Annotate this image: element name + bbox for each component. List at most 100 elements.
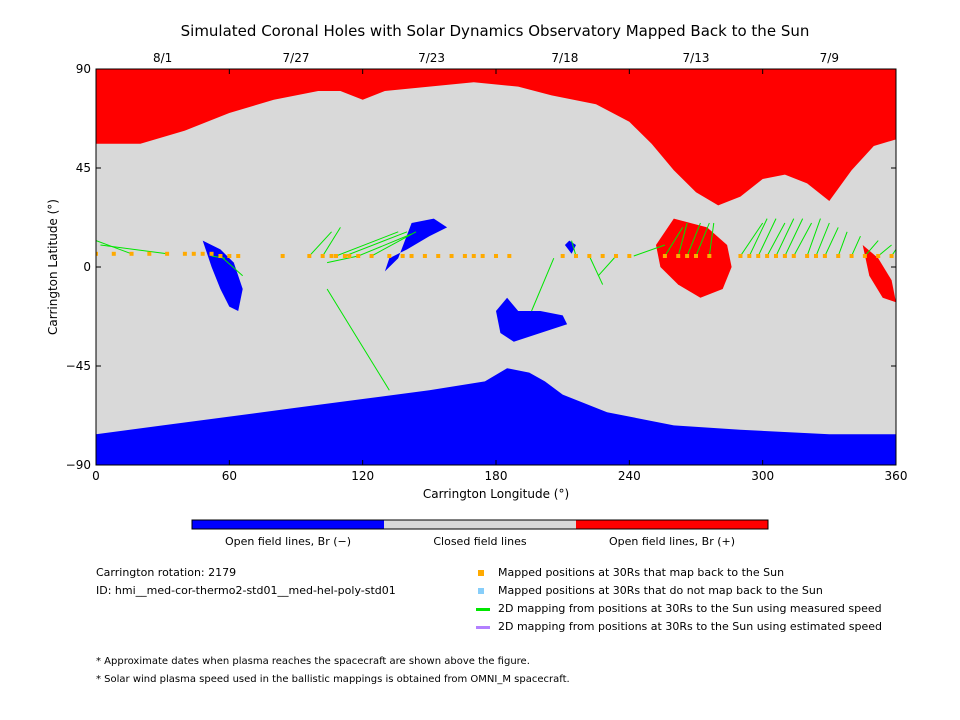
mapped-position-marker bbox=[422, 254, 427, 258]
measured-mapping-line bbox=[531, 258, 555, 312]
top-date-labels: 8/1 7/27 7/23 7/18 7/13 7/9 bbox=[153, 51, 839, 65]
measured-mapping-line bbox=[775, 218, 795, 257]
mapped-position-marker bbox=[236, 254, 241, 258]
mapped-position-marker bbox=[805, 254, 810, 258]
mapped-position-marker bbox=[747, 254, 752, 258]
mapped-position-marker bbox=[409, 254, 414, 258]
mapped-position-marker bbox=[329, 254, 334, 258]
note-dates: * Approximate dates when plasma reaches … bbox=[96, 656, 530, 667]
measured-mapping-line bbox=[740, 222, 764, 257]
mapped-position-marker bbox=[876, 254, 881, 258]
measured-mapping-line bbox=[344, 231, 408, 257]
colorbar-label-closed: Closed field lines bbox=[433, 535, 527, 548]
top-date-label: 7/9 bbox=[820, 51, 839, 65]
measured-mapping-line bbox=[793, 222, 812, 257]
mapped-position-marker bbox=[600, 254, 605, 258]
mapped-position-marker bbox=[436, 254, 441, 258]
measured-mapping-line bbox=[815, 222, 830, 257]
mapped-position-marker bbox=[738, 254, 743, 258]
mapped-position-marker bbox=[791, 254, 796, 258]
north-open-positive-region bbox=[96, 69, 896, 206]
colorbar: Open field lines, Br (−) Closed field li… bbox=[191, 519, 769, 548]
measured-mapping-line bbox=[571, 240, 577, 257]
mapped-position-marker bbox=[507, 254, 512, 258]
measured-mapping-line bbox=[633, 244, 666, 257]
measured-mapping-line bbox=[766, 222, 786, 257]
negative-patch-0 bbox=[202, 240, 243, 311]
measured-mapping-line bbox=[308, 231, 332, 257]
positive-patch-1 bbox=[862, 245, 896, 303]
mapped-position-marker bbox=[165, 251, 170, 256]
mapped-position-marker bbox=[494, 254, 498, 258]
x-tick-label: 360 bbox=[885, 469, 908, 483]
mapped-position-marker bbox=[574, 254, 578, 258]
measured-mapping-line bbox=[748, 218, 768, 257]
mapped-position-marker bbox=[320, 254, 325, 258]
mapped-position-marker bbox=[756, 254, 761, 258]
mapped-position-marker bbox=[480, 254, 485, 258]
colorbar-open-positive bbox=[576, 520, 768, 529]
not-mapped-marker-swatch bbox=[478, 588, 484, 594]
south-open-negative-region bbox=[96, 368, 896, 465]
measured-mapping-line bbox=[326, 288, 390, 391]
carrington-rotation: Carrington rotation: 2179 bbox=[96, 566, 237, 579]
mapped-position-marker bbox=[387, 254, 392, 258]
y-tick-label: −90 bbox=[66, 458, 91, 472]
mapped-position-marker bbox=[614, 254, 618, 258]
x-axis-label: Carrington Longitude (°) bbox=[423, 487, 569, 501]
measured-mapping-line bbox=[664, 227, 684, 257]
mapped-position-marker bbox=[369, 254, 374, 258]
x-axis-ticks: 0 60 120 180 240 300 360 bbox=[92, 69, 907, 483]
y-axis-ticks: 90 45 0 −45 −90 bbox=[66, 62, 896, 472]
colorbar-closed bbox=[384, 520, 576, 529]
chart-title: Simulated Coronal Holes with Solar Dynam… bbox=[181, 22, 810, 40]
x-tick-label: 180 bbox=[485, 469, 508, 483]
mapped-position-marker bbox=[280, 254, 285, 258]
mapped-position-marker bbox=[191, 251, 196, 256]
mapped-position-marker bbox=[200, 251, 205, 256]
measured-mapping-line bbox=[686, 222, 701, 257]
y-tick-label: 45 bbox=[76, 161, 91, 175]
mapped-position-marker bbox=[462, 254, 467, 258]
mapped-position-marker bbox=[209, 251, 214, 256]
mapped-position-marker bbox=[356, 254, 361, 258]
measured-mapping-line bbox=[597, 255, 617, 277]
measured-mapping-line bbox=[588, 255, 604, 285]
measured-mapping-line bbox=[327, 255, 359, 264]
top-date-label: 7/18 bbox=[551, 51, 578, 65]
mapped-position-marker bbox=[560, 254, 565, 258]
mapped-position-marker bbox=[849, 254, 854, 258]
positive-patch-0 bbox=[656, 218, 732, 298]
negative-patch-1 bbox=[384, 218, 448, 272]
mapped-position-marker bbox=[627, 254, 632, 258]
model-id: ID: hmi__med-cor-thermo2-std01__med-hel-… bbox=[96, 584, 396, 597]
measured-mapping-line bbox=[851, 235, 861, 257]
top-date-label: 7/13 bbox=[683, 51, 710, 65]
x-tick-label: 60 bbox=[222, 469, 237, 483]
mapped-position-marker bbox=[400, 254, 405, 258]
colorbar-label-negative: Open field lines, Br (−) bbox=[225, 535, 351, 548]
mapped-position-marker bbox=[347, 254, 352, 258]
mapped-position-marker bbox=[96, 251, 98, 256]
mapped-position-marker bbox=[774, 254, 778, 258]
measured-mapping-line bbox=[358, 233, 412, 257]
top-date-label: 7/27 bbox=[283, 51, 310, 65]
mapped-position-marker bbox=[471, 254, 476, 258]
plot-area bbox=[95, 68, 897, 466]
negative-patch-2 bbox=[496, 297, 568, 342]
mapped-position-marker bbox=[307, 254, 312, 258]
mapped-position-marker bbox=[836, 254, 841, 258]
mapped-position-marker bbox=[147, 251, 152, 256]
colorbar-label-positive: Open field lines, Br (+) bbox=[609, 535, 735, 548]
measured-mapping-line bbox=[335, 231, 399, 257]
measured-mapping-line bbox=[371, 231, 417, 257]
mapped-position-marker bbox=[822, 254, 827, 258]
measured-mapping-line bbox=[677, 222, 688, 257]
mapped-position-marker bbox=[449, 254, 454, 258]
mapped-position-marker bbox=[889, 254, 894, 258]
x-tick-label: 300 bbox=[751, 469, 774, 483]
mapped-position-marker bbox=[129, 251, 134, 256]
measured-mapping-line bbox=[837, 231, 848, 257]
y-tick-label: 0 bbox=[83, 260, 91, 274]
